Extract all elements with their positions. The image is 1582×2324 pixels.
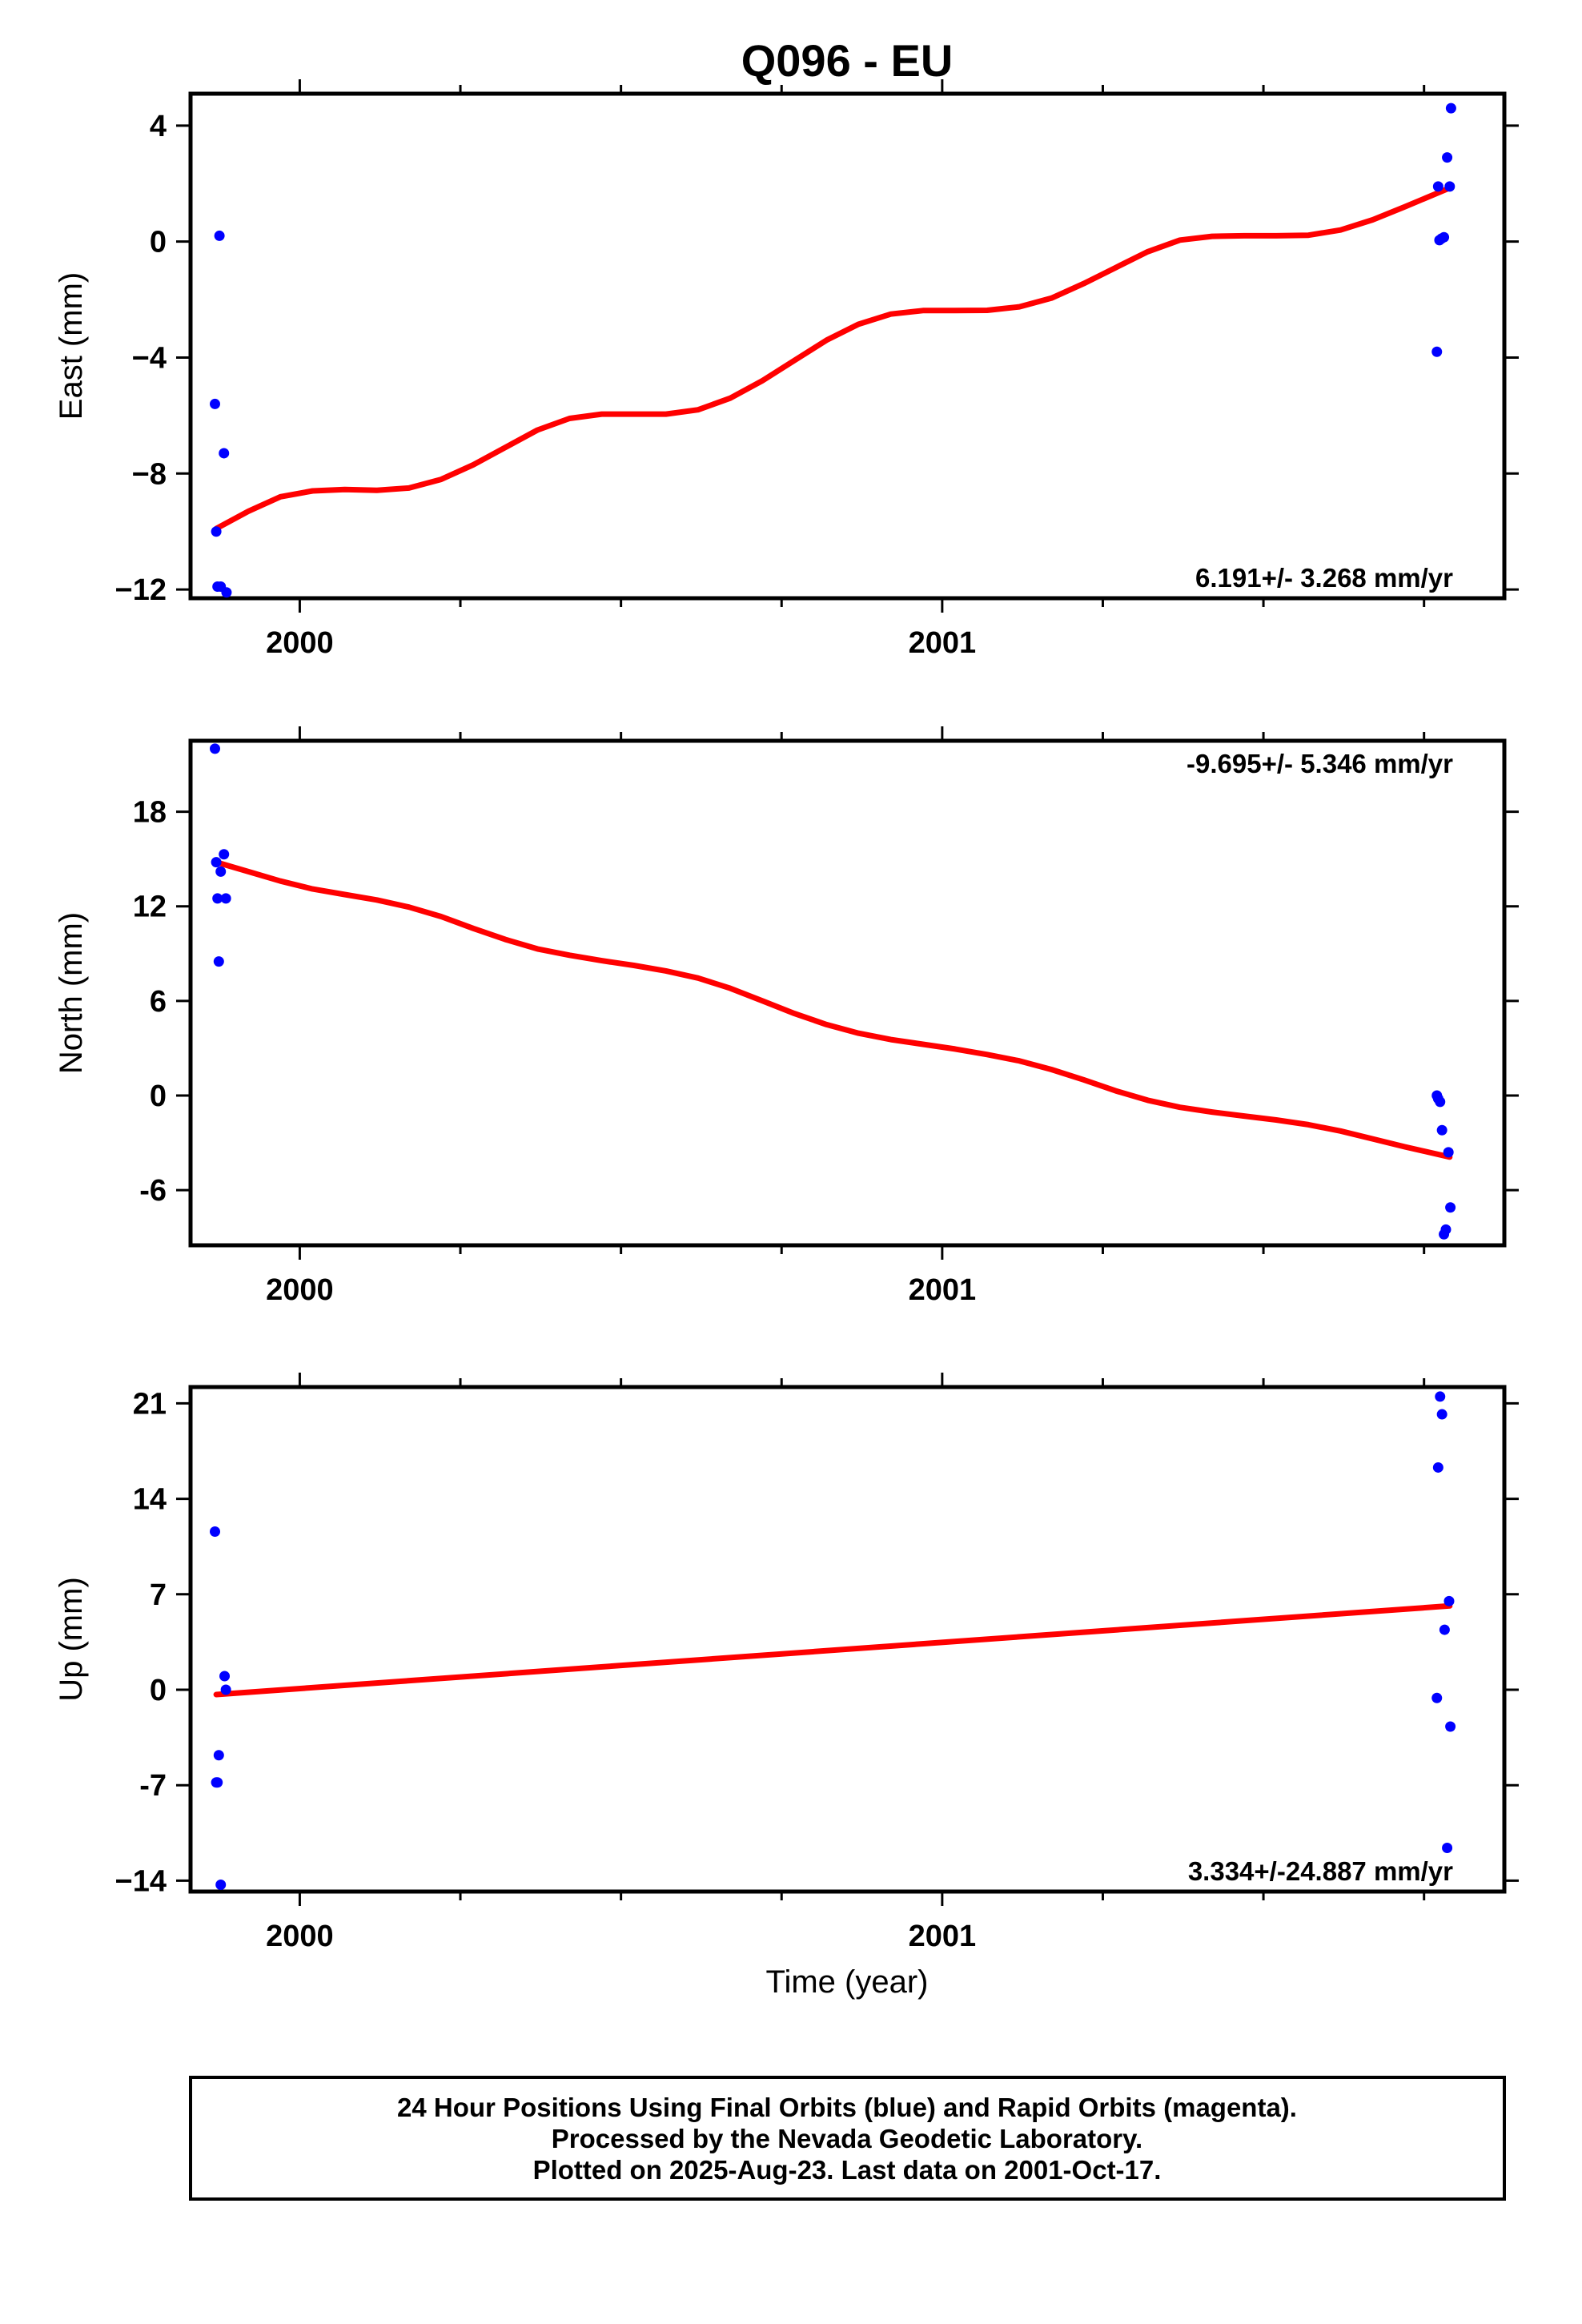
- data-point: [1443, 1595, 1455, 1606]
- y-tick-label: 7: [150, 1578, 167, 1612]
- x-tick-label: 2001: [909, 1920, 977, 1953]
- data-point: [1432, 1462, 1443, 1473]
- data-point: [1445, 1202, 1456, 1213]
- data-point: [1432, 181, 1443, 192]
- data-point: [209, 743, 220, 754]
- x-tick-label: 2000: [266, 626, 334, 660]
- fit-line: [213, 185, 1453, 532]
- panel-east: 2000 2001 4 0 −4 −8 −12 East (mm) 6.191+/- 3.268…: [54, 79, 1519, 660]
- data-point: [209, 1526, 220, 1537]
- data-point: [1444, 181, 1456, 192]
- data-point: [211, 526, 222, 537]
- panel-frame: [188, 91, 1507, 601]
- y-axis-title: East (mm): [54, 272, 89, 420]
- panel-frame: [188, 738, 1507, 1248]
- panel-north: 2000 2001 18 12 6 0 -6 North (mm) -9.695+/- 5.34…: [54, 726, 1519, 1307]
- x-tick-label: 2001: [909, 626, 977, 660]
- footer-line-3: Plotted on 2025-Aug-23. Last data on 200…: [533, 2155, 1162, 2185]
- x-axis-title: Time (year): [766, 1964, 929, 2000]
- data-point: [1440, 1224, 1452, 1235]
- x-tick-label: 2001: [909, 1273, 977, 1307]
- rate-label: -9.695+/- 5.346 mm/yr: [1186, 749, 1453, 778]
- data-point: [1442, 1843, 1453, 1854]
- fit-line: [213, 1602, 1453, 1698]
- data-point: [1431, 346, 1443, 357]
- data-point: [1445, 103, 1456, 114]
- data-point: [215, 866, 227, 877]
- data-point: [212, 1777, 223, 1788]
- y-tick-label: 4: [150, 110, 167, 143]
- rate-label: 3.334+/-24.887 mm/yr: [1188, 1856, 1453, 1886]
- data-point: [213, 956, 224, 967]
- chart-title: Q096 - EU: [741, 35, 954, 86]
- data-point: [220, 893, 231, 904]
- data-point: [1431, 1692, 1443, 1703]
- x-tick-label: 2000: [266, 1273, 334, 1307]
- data-point: [219, 849, 230, 860]
- chart-panels: 2000 2001 4 0 −4 −8 −12 East (mm) 6.191+/- 3.268…: [54, 79, 1519, 1953]
- y-tick-label: 14: [133, 1483, 167, 1517]
- data-point: [1436, 1124, 1447, 1136]
- y-tick-label: −14: [115, 1864, 167, 1898]
- panel-frame: [188, 1385, 1507, 1894]
- data-point: [1435, 1096, 1446, 1108]
- data-point: [1443, 1147, 1454, 1158]
- footer-line-2: Processed by the Nevada Geodetic Laborat…: [552, 2124, 1142, 2153]
- data-point: [1439, 1624, 1450, 1635]
- data-point: [214, 230, 225, 241]
- footer-box: [189, 2076, 1506, 2201]
- y-tick-label: 12: [133, 891, 167, 924]
- data-point: [219, 448, 230, 459]
- y-tick-label: 0: [150, 1080, 167, 1113]
- y-tick-label: -7: [139, 1769, 167, 1803]
- y-tick-label: 21: [133, 1387, 167, 1421]
- y-tick-label: 18: [133, 796, 167, 830]
- data-point: [213, 1750, 224, 1761]
- data-point: [1442, 152, 1453, 163]
- data-point: [1436, 1409, 1447, 1420]
- y-axis-title: Up (mm): [54, 1577, 89, 1702]
- data-point: [209, 398, 220, 409]
- y-axis-title: North (mm): [54, 912, 89, 1074]
- fit-line: [213, 859, 1453, 1160]
- data-point: [219, 1671, 231, 1682]
- rate-label: 6.191+/- 3.268 mm/yr: [1195, 563, 1453, 593]
- panel-up: 2000 2001 21 14 7 0 -7 −14 Up (mm) 3.334+/-24.887…: [54, 1373, 1519, 1953]
- data-point: [220, 1684, 231, 1695]
- footer-line-1: 24 Hour Positions Using Final Orbits (bl…: [397, 2093, 1297, 2122]
- y-tick-label: 0: [150, 1674, 167, 1707]
- data-point: [1435, 1391, 1446, 1402]
- y-tick-label: 0: [150, 226, 167, 259]
- data-point: [221, 587, 232, 598]
- y-tick-label: 6: [150, 985, 167, 1019]
- y-tick-label: -6: [139, 1174, 167, 1208]
- data-point: [211, 857, 222, 868]
- data-point: [1445, 1721, 1456, 1732]
- data-point: [215, 1879, 227, 1890]
- x-tick-label: 2000: [266, 1920, 334, 1953]
- y-tick-label: −12: [115, 573, 167, 607]
- y-tick-label: −8: [132, 457, 167, 491]
- y-tick-label: −4: [132, 341, 167, 375]
- data-point: [212, 893, 223, 904]
- data-point: [1439, 231, 1450, 243]
